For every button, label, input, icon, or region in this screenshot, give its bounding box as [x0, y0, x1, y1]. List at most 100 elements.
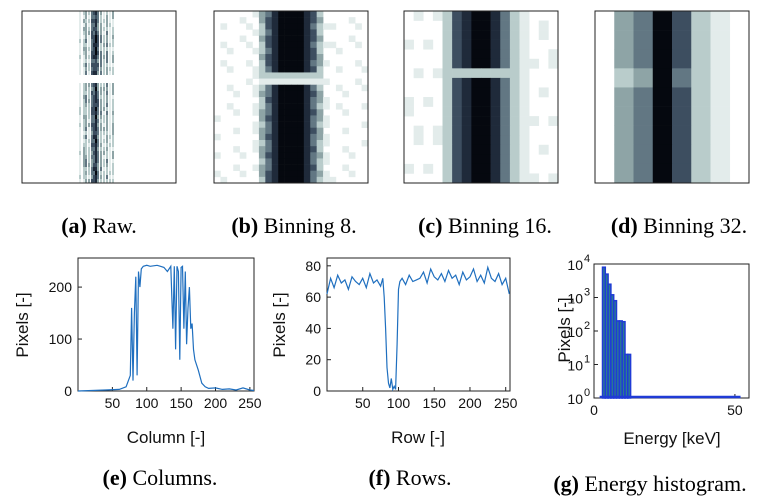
- raw-stripe-segment: [93, 83, 95, 87]
- image-cell: [519, 11, 530, 21]
- raw-stripe-segment: [109, 71, 111, 75]
- image-cell: [452, 87, 463, 98]
- image-cell: [500, 58, 511, 69]
- image-cell: [471, 97, 482, 107]
- image-cell: [652, 11, 673, 31]
- raw-stripe-segment: [79, 151, 81, 155]
- raw-stripe-segment: [95, 171, 97, 175]
- image-cell: [442, 77, 453, 88]
- image-cell: [278, 127, 285, 135]
- raw-stripe-segment: [95, 55, 97, 59]
- image-cell: [471, 163, 482, 174]
- image-cell: [303, 35, 311, 43]
- image-cell: [252, 146, 260, 153]
- image-cell: [310, 66, 317, 73]
- image-cell: [291, 121, 298, 129]
- raw-stripe-segment: [95, 95, 97, 99]
- image-cell: [284, 170, 292, 178]
- raw-stripe-segment: [85, 175, 87, 179]
- raw-stripe-segment: [112, 19, 114, 23]
- image-cell: [404, 106, 414, 117]
- raw-stripe-segment: [91, 51, 93, 55]
- image-cell: [652, 144, 673, 165]
- raw-stripe-segment: [91, 71, 93, 75]
- raw-stripe-segment: [88, 19, 90, 23]
- raw-stripe-segment: [91, 35, 93, 39]
- raw-stripe-segment: [93, 163, 95, 167]
- image-cell: [303, 97, 311, 104]
- raw-stripe-segment: [95, 71, 97, 75]
- caption-e: (e) Columns.: [103, 465, 218, 490]
- raw-stripe-segment: [109, 147, 111, 151]
- raw-stripe-segment: [88, 175, 90, 179]
- raw-stripe-segment: [83, 67, 85, 71]
- image-cell: [220, 23, 228, 30]
- image-cell: [303, 23, 311, 30]
- x-tick-label: 250: [494, 395, 518, 411]
- image-cell: [297, 109, 305, 116]
- raw-stripe-segment: [88, 47, 90, 51]
- image-cell: [284, 115, 292, 122]
- raw-stripe-segment: [100, 15, 102, 19]
- image-cell: [329, 23, 337, 30]
- raw-stripe-segment: [83, 91, 85, 95]
- image-cell: [633, 106, 654, 126]
- image-cell: [278, 35, 285, 43]
- raw-stripe-segment: [106, 43, 108, 47]
- image-cell: [252, 66, 260, 73]
- image-cell: [297, 176, 305, 184]
- image-cell: [303, 133, 311, 141]
- image-cell: [323, 176, 330, 184]
- image-cell: [490, 77, 501, 88]
- raw-stripe-segment: [88, 83, 90, 87]
- raw-stripe-segment: [109, 123, 111, 127]
- image-cell: [323, 103, 330, 110]
- image-cell: [278, 84, 285, 92]
- image-cell: [509, 30, 520, 40]
- image-cell: [452, 39, 463, 50]
- raw-stripe-segment: [109, 103, 111, 107]
- raw-stripe-segment: [97, 99, 99, 103]
- x-tick-label: 200: [458, 395, 482, 411]
- raw-stripe-segment: [100, 43, 102, 47]
- image-cell: [265, 103, 273, 110]
- image-cell: [284, 109, 292, 116]
- image-cell: [471, 49, 482, 60]
- raw-stripe-segment: [83, 27, 85, 31]
- image-cell: [461, 77, 472, 88]
- raw-stripe-segment: [100, 23, 102, 27]
- image-cell: [291, 78, 298, 86]
- image-cell: [432, 68, 443, 79]
- image-cell: [538, 20, 549, 31]
- caption-b-text: Binning 8.: [264, 213, 357, 238]
- raw-stripe-segment: [79, 23, 81, 27]
- image-cell: [284, 41, 292, 49]
- raw-stripe-segment: [109, 87, 111, 91]
- raw-stripe-segment: [83, 11, 85, 15]
- image-cell: [672, 30, 692, 50]
- caption-a-tag: (a): [61, 213, 87, 238]
- image-cell: [310, 158, 317, 165]
- raw-stripe-segment: [106, 47, 108, 51]
- raw-stripe-segment: [85, 39, 87, 43]
- image-cell: [297, 66, 305, 73]
- image-cell: [284, 47, 292, 55]
- raw-stripe-segment: [85, 63, 87, 67]
- raw-stripe-segment: [93, 11, 95, 15]
- series-line: [77, 264, 255, 392]
- image-cell: [404, 97, 414, 107]
- raw-stripe-segment: [83, 47, 85, 51]
- image-cell: [265, 140, 273, 147]
- raw-stripe-segment: [112, 119, 114, 123]
- image-cell: [291, 29, 298, 36]
- image-cell: [316, 84, 324, 92]
- image-cell: [500, 144, 511, 155]
- image-cell: [614, 163, 634, 184]
- raw-stripe-segment: [83, 39, 85, 43]
- image-cell: [303, 78, 311, 86]
- image-cell: [291, 127, 298, 135]
- image-cell: [316, 47, 324, 55]
- raw-stripe-segment: [88, 23, 90, 27]
- image-cell: [252, 140, 260, 147]
- image-cell: [278, 47, 285, 55]
